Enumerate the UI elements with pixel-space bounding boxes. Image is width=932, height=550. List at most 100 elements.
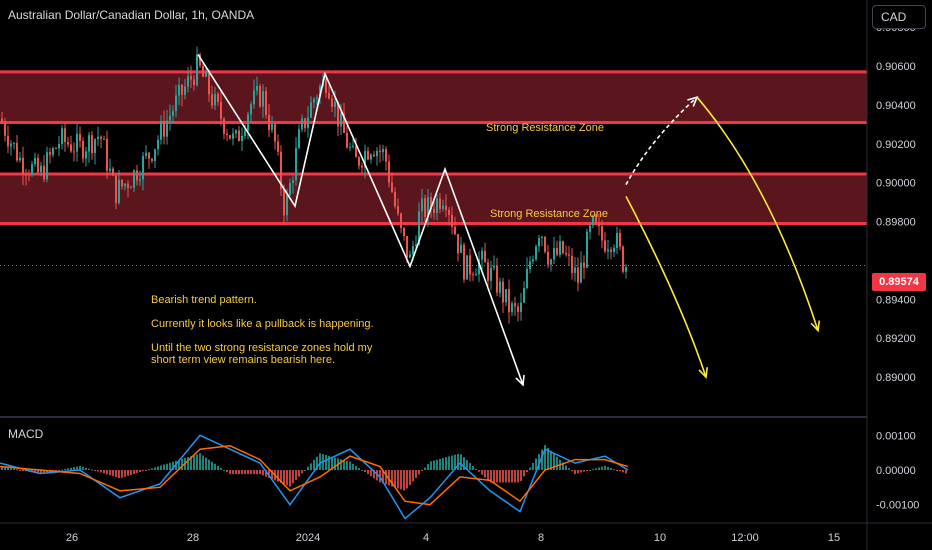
candle-body	[580, 262, 582, 283]
candle-body	[22, 157, 24, 174]
candle-body	[592, 215, 594, 226]
candle-body	[187, 76, 189, 87]
macd-histogram-bar	[7, 467, 9, 470]
candle-body	[604, 240, 606, 252]
candle-body	[226, 133, 228, 136]
currency-button[interactable]: CAD	[872, 5, 926, 29]
macd-histogram-bar	[262, 470, 264, 476]
macd-histogram-bar	[601, 466, 603, 470]
macd-histogram-bar	[496, 470, 498, 483]
candle-body	[10, 143, 12, 147]
candle-body	[529, 261, 531, 269]
candle-body	[181, 84, 183, 95]
pattern-arrowhead	[515, 374, 525, 387]
candle-body	[148, 152, 150, 159]
price-tick-label: 0.89000	[876, 372, 916, 384]
candle-body	[178, 84, 180, 96]
macd-histogram-bar	[481, 470, 483, 475]
candle-body	[169, 115, 171, 121]
candle-body	[316, 97, 318, 99]
candle-body	[400, 213, 402, 229]
macd-histogram-bar	[349, 461, 351, 470]
candle-body	[376, 150, 378, 157]
candle-body	[223, 118, 225, 134]
candle-body	[280, 151, 282, 190]
price-tick-label: 0.89200	[876, 333, 916, 345]
macd-histogram-bar	[217, 465, 219, 470]
macd-histogram-bar	[394, 470, 396, 488]
last-price-tag: 0.89574	[872, 273, 926, 291]
candle-body	[601, 225, 603, 241]
candle-body	[505, 289, 507, 303]
macd-histogram-bar	[334, 457, 336, 470]
macd-histogram-bar	[445, 457, 447, 470]
candle-body	[364, 150, 366, 168]
chart-title: Australian Dollar/Canadian Dollar, 1h, O…	[8, 8, 255, 22]
note-line-3: Until the two strong resistance zones ho…	[151, 342, 373, 354]
candle-body	[373, 154, 375, 157]
time-tick-label: 8	[538, 532, 544, 544]
macd-histogram-bar	[487, 470, 489, 481]
candle-body	[328, 92, 330, 99]
macd-histogram-bar	[403, 470, 405, 491]
macd-histogram-bar	[220, 467, 222, 470]
macd-histogram-bar	[280, 470, 282, 483]
macd-histogram-bar	[238, 470, 240, 475]
macd-histogram-bar	[70, 467, 72, 470]
candle-body	[208, 71, 210, 95]
candle-body	[70, 144, 72, 152]
candle-body	[163, 121, 165, 137]
macd-histogram-bar	[85, 467, 87, 470]
macd-histogram-bar	[622, 470, 624, 473]
candle-body	[550, 259, 552, 265]
macd-histogram-bar	[541, 449, 543, 470]
candle-body	[31, 164, 33, 175]
candle-body	[151, 158, 153, 162]
macd-histogram-bar	[604, 465, 606, 470]
candle-body	[367, 150, 369, 160]
candle-body	[100, 136, 102, 139]
macd-histogram-bar	[607, 466, 609, 470]
candle-body	[82, 141, 84, 159]
candle-body	[76, 133, 78, 152]
macd-histogram-bar	[43, 470, 45, 474]
candle-body	[346, 132, 348, 148]
macd-histogram-bar	[16, 469, 18, 471]
candle-body	[583, 262, 585, 268]
macd-histogram-bar	[94, 470, 96, 471]
macd-histogram-bar	[226, 470, 228, 473]
candle-body	[124, 183, 126, 187]
candle-body	[586, 231, 588, 268]
macd-histogram-bar	[112, 470, 114, 477]
candle-body	[523, 288, 525, 303]
price-tick-label: 0.90600	[876, 61, 916, 73]
candle-body	[394, 191, 396, 207]
macd-histogram-bar	[484, 470, 486, 478]
candle-body	[355, 145, 357, 158]
macd-histogram-bar	[586, 470, 588, 471]
macd-histogram-bar	[532, 463, 534, 470]
macd-histogram-bar	[55, 470, 57, 471]
macd-histogram-bar	[73, 467, 75, 470]
macd-histogram-bar	[385, 470, 387, 485]
candle-body	[127, 183, 129, 188]
candle-body	[310, 102, 312, 118]
macd-histogram-bar	[271, 470, 273, 480]
macd-histogram-bar	[595, 468, 597, 470]
macd-histogram-bar	[466, 460, 468, 470]
macd-histogram-bar	[478, 470, 480, 472]
macd-histogram-bar	[154, 467, 156, 470]
macd-histogram-bar	[40, 470, 42, 474]
candle-body	[271, 124, 273, 130]
candle-body	[568, 254, 570, 256]
candle-body	[277, 141, 279, 152]
candle-body	[85, 151, 87, 159]
candle-body	[439, 198, 441, 209]
candle-body	[334, 101, 336, 107]
candle-body	[268, 114, 270, 130]
time-tick-label: 26	[66, 532, 78, 544]
macd-histogram-bar	[598, 467, 600, 470]
candle-body	[229, 135, 231, 139]
macd-histogram-bar	[610, 468, 612, 470]
